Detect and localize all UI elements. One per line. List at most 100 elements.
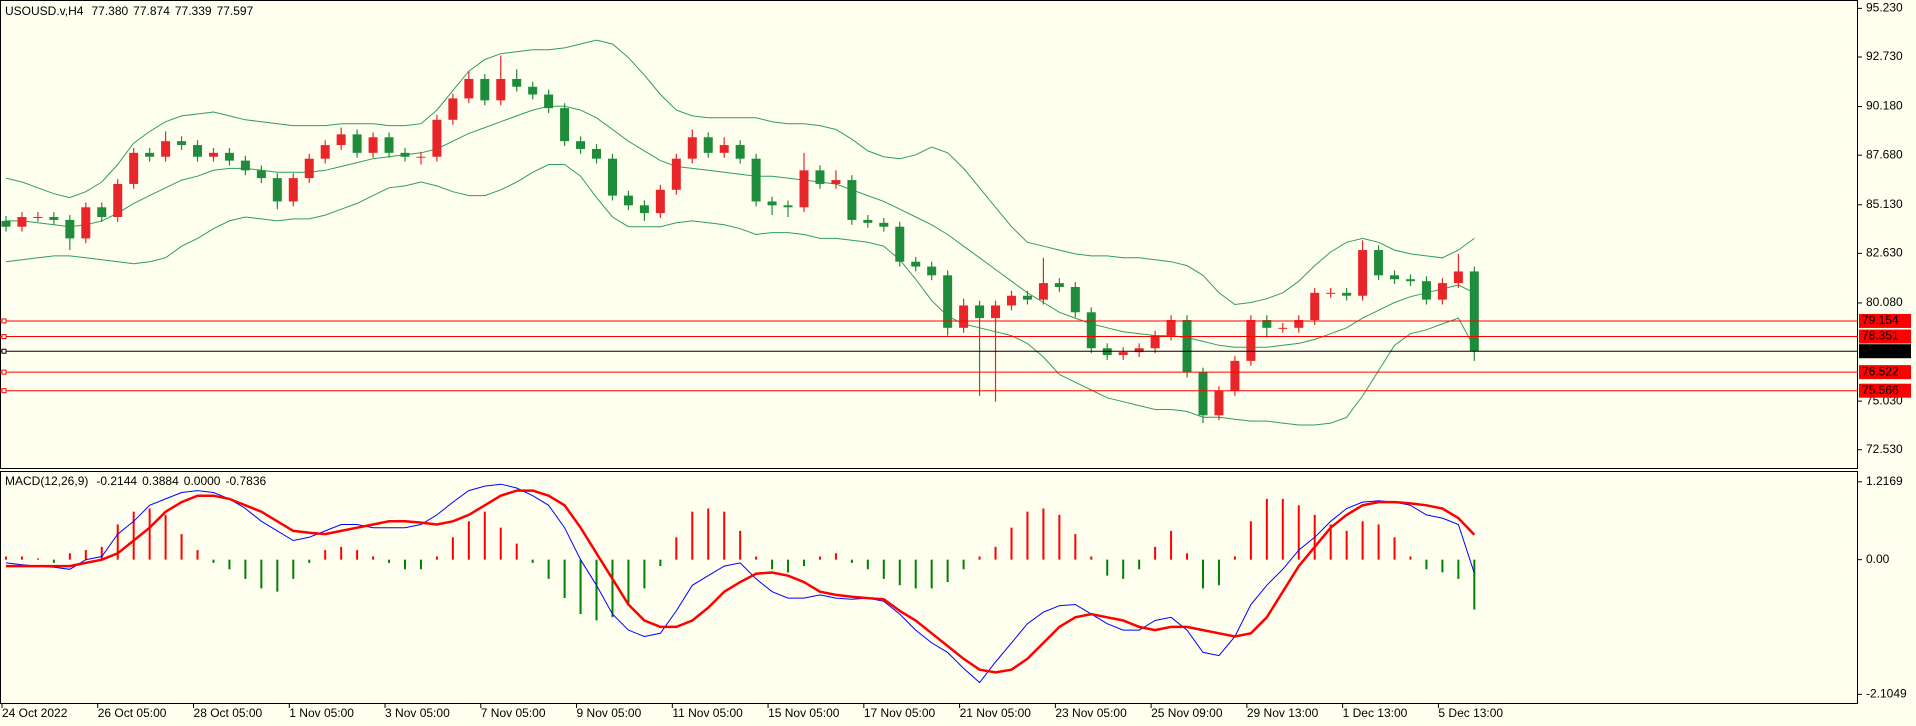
title-value: 77.380 [91,4,128,18]
x-tick-label: 21 Nov 05:00 [960,706,1032,720]
candle-body [352,134,362,153]
level-marker [1,369,7,375]
candle-body [272,178,282,202]
candle-body [703,137,713,153]
candle-body [240,160,250,171]
title-value: -0.7836 [225,474,266,488]
histogram-bar [771,559,774,570]
candle-body [224,152,234,161]
histogram-bar [834,553,837,560]
candle-body [687,137,697,159]
candle-body [161,141,171,157]
candle-body [368,137,378,153]
candle-body [1054,283,1064,287]
y-tick-label: 95.230 [1866,1,1903,15]
candle-body [1166,320,1176,336]
histogram-bar [388,559,391,563]
candle-body [671,158,681,190]
histogram-bar [755,556,758,560]
histogram-bar [164,514,167,560]
candle-body [1230,360,1240,392]
candle-body [129,152,139,184]
level-label-box [1859,344,1911,359]
histogram-bar [20,556,23,560]
histogram-bar [531,559,534,563]
macd-panel [0,471,1858,704]
candle-body [592,148,602,159]
level-label: 79.154 [1862,313,1899,327]
x-tick-label: 17 Nov 05:00 [864,706,936,720]
candle-body [49,217,59,220]
candle-body [97,207,107,218]
candle-body [1326,292,1336,294]
level-marker [1,388,7,394]
histogram-bar [1090,556,1093,560]
histogram-bar [132,511,135,560]
histogram-bar [1329,524,1332,560]
histogram-bar [1441,559,1444,573]
histogram-bar [260,559,263,589]
candle-body [1405,279,1415,282]
title-value: 77.597 [217,4,254,18]
title-value: 0.0000 [184,474,221,488]
histogram-bar [1186,553,1189,560]
candle-body [17,217,27,227]
histogram-bar [1202,559,1204,589]
y-tick-label: 1.2169 [1866,474,1903,488]
candle-body [33,217,43,219]
candle-body [145,152,155,157]
candle-body [879,222,889,227]
y-tick-label: 72.530 [1866,442,1903,456]
candle-body [911,261,921,267]
main-panel [0,0,1858,469]
histogram-bar [914,559,917,589]
title-value: 77.339 [175,4,212,18]
candle-body [1294,320,1304,328]
x-tick-label: 28 Oct 05:00 [194,706,263,720]
histogram-bar [52,559,55,563]
candle-body [177,141,187,146]
candle-body [400,152,410,157]
x-tick-label: 26 Oct 05:00 [98,706,167,720]
candle-body [1437,283,1447,300]
candle-body [432,119,442,157]
candle-body [927,266,937,276]
histogram-bar [324,550,327,560]
histogram-bar [707,508,710,560]
histogram-bar [898,559,901,586]
histogram-bar [978,556,981,560]
level-label-box [1859,329,1911,344]
histogram-bar [962,559,965,570]
histogram-bar [5,556,7,560]
candle-body [448,98,458,120]
histogram-bar [1473,559,1476,610]
histogram-bar [372,556,375,560]
level-label: 75.566 [1862,383,1899,397]
candle-body [1006,295,1016,306]
panel-title: USOUSD.v,H4 [5,4,84,18]
level-label: 76.522 [1862,364,1899,378]
candle-body [560,108,570,142]
histogram-bar [1154,546,1157,560]
candle-body [767,201,777,206]
candle-body [1150,335,1160,349]
histogram-bar [946,559,949,583]
histogram-bar [739,530,742,560]
candle-body [1038,283,1048,300]
bollinger-upper [5,39,1475,306]
histogram-bar [1106,559,1109,576]
histogram-bar [499,527,502,560]
candle-body [113,183,123,218]
histogram-bar [1170,530,1173,560]
histogram-bar [930,559,933,589]
level-label: 77.597 [1862,343,1899,357]
histogram-bar [1281,498,1284,560]
candle-body [576,141,586,149]
histogram-bar [180,534,183,560]
candle-body [1342,292,1352,296]
histogram-bar [228,559,231,570]
candle-body [1086,312,1096,349]
macd-main-line [5,483,1475,684]
histogram-bar [276,559,279,592]
